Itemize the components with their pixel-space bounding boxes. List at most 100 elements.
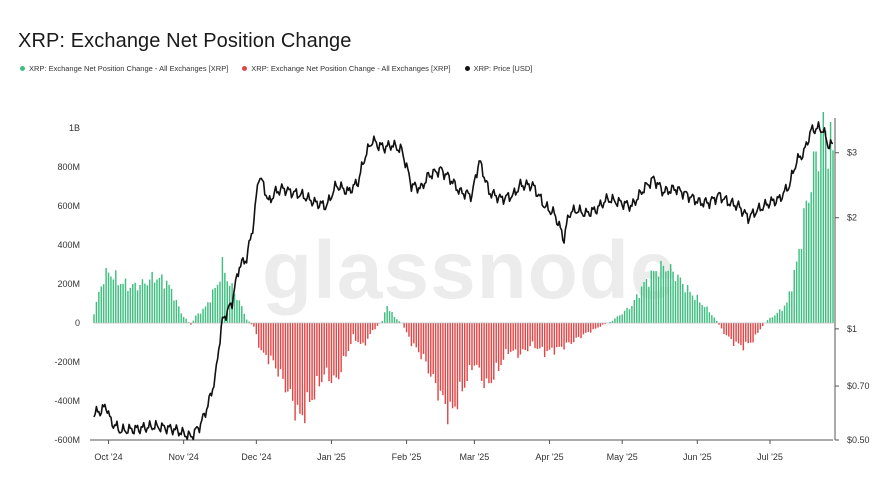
net-position-bar [393, 316, 396, 323]
net-position-bar [762, 323, 764, 326]
net-position-bar [725, 323, 728, 336]
net-position-bar [139, 284, 141, 323]
net-position-bar [711, 315, 713, 323]
net-position-bar [701, 305, 703, 323]
net-position-bar [122, 283, 124, 323]
net-position-bar [757, 323, 759, 333]
net-position-bar [432, 323, 434, 375]
net-position-bar [497, 323, 500, 372]
net-position-bar [512, 323, 514, 351]
x-tick-label: Dec '24 [241, 452, 271, 462]
y-left-tick-label: -400M [54, 396, 80, 406]
net-position-bar [422, 323, 425, 354]
net-position-bar [444, 323, 447, 405]
net-position-bar [650, 270, 652, 323]
net-position-bar [631, 306, 633, 323]
net-position-bar [558, 323, 560, 347]
net-position-bar [318, 323, 321, 387]
net-position-bar [526, 323, 529, 352]
net-position-bar [180, 313, 182, 323]
net-position-bar [657, 276, 660, 323]
net-position-bar [294, 323, 296, 421]
x-tick-label: Jul '25 [757, 452, 783, 462]
net-position-bar [812, 151, 815, 323]
net-position-bar [119, 283, 122, 323]
net-position-bar [577, 323, 580, 337]
legend-item-price[interactable]: XRP: Price [USD] [464, 64, 532, 73]
net-position-bar [774, 315, 776, 323]
net-position-bar [304, 323, 306, 424]
net-position-bar [98, 291, 100, 323]
net-position-bar [463, 323, 466, 388]
net-position-bar [614, 318, 616, 323]
net-position-bar [163, 288, 165, 323]
net-position-bar [221, 257, 224, 323]
net-position-bar [398, 321, 401, 323]
net-position-bar [214, 287, 216, 323]
net-position-bar [730, 323, 732, 340]
net-position-bar [337, 323, 340, 380]
net-position-bar [340, 323, 342, 373]
net-position-bar [190, 323, 192, 325]
net-position-bar [95, 301, 98, 323]
net-position-bar [144, 283, 146, 323]
net-position-bar [185, 318, 187, 323]
net-position-bar [672, 271, 674, 323]
net-position-bar [129, 287, 132, 323]
net-position-bar [434, 323, 437, 384]
net-position-bar [439, 323, 442, 391]
net-position-bar [216, 284, 219, 323]
net-position-bar [553, 323, 556, 355]
net-position-bar [808, 202, 810, 323]
net-position-bar [502, 323, 505, 360]
net-position-bar [352, 323, 354, 335]
legend-item-inflow[interactable]: XRP: Exchange Net Position Change - All … [20, 64, 228, 73]
net-position-bar [427, 323, 430, 374]
net-position-bar [708, 312, 711, 323]
net-position-bar [507, 323, 510, 354]
net-position-bar [582, 323, 585, 335]
net-position-bar [459, 323, 461, 382]
net-position-bar [519, 323, 522, 355]
net-position-bar [391, 312, 393, 323]
net-position-bar [495, 323, 497, 363]
net-position-bar [662, 265, 665, 323]
net-position-bar [699, 302, 701, 323]
net-position-bar [403, 323, 405, 328]
x-tick-label: Nov '24 [169, 452, 199, 462]
net-position-bar [589, 323, 592, 333]
net-position-bar [476, 323, 478, 365]
net-position-bar [255, 323, 258, 335]
net-position-bar [202, 308, 204, 323]
net-position-bar [207, 302, 209, 323]
net-position-bar [827, 168, 829, 323]
y-right-tick-label: $1 [847, 324, 857, 334]
net-position-bar [350, 323, 352, 345]
net-position-bar [817, 171, 820, 323]
legend-item-outflow[interactable]: XRP: Exchange Net Position Change - All … [242, 64, 451, 73]
net-position-bar [289, 323, 291, 389]
net-position-bar [551, 323, 553, 348]
net-position-bar [737, 323, 740, 344]
net-position-bar [524, 323, 527, 351]
net-position-bar [633, 299, 636, 323]
y-left-tick-label: -600M [54, 435, 80, 445]
x-tick-label: Feb '25 [392, 452, 422, 462]
net-position-bar [284, 323, 287, 393]
net-position-bar [636, 294, 638, 323]
net-position-bar [107, 272, 110, 323]
x-tick-label: May '25 [607, 452, 638, 462]
net-position-bar [112, 279, 115, 323]
net-position-bar [197, 313, 199, 323]
net-position-bar [342, 323, 345, 356]
net-position-bar [720, 323, 723, 329]
net-position-bar [105, 267, 107, 323]
net-position-bar [728, 323, 730, 337]
net-position-bar [274, 323, 277, 369]
net-position-bar [153, 282, 156, 323]
net-position-bar [156, 279, 158, 323]
net-position-bar [151, 271, 153, 323]
net-position-bar [478, 323, 480, 368]
net-position-bar [102, 284, 105, 323]
